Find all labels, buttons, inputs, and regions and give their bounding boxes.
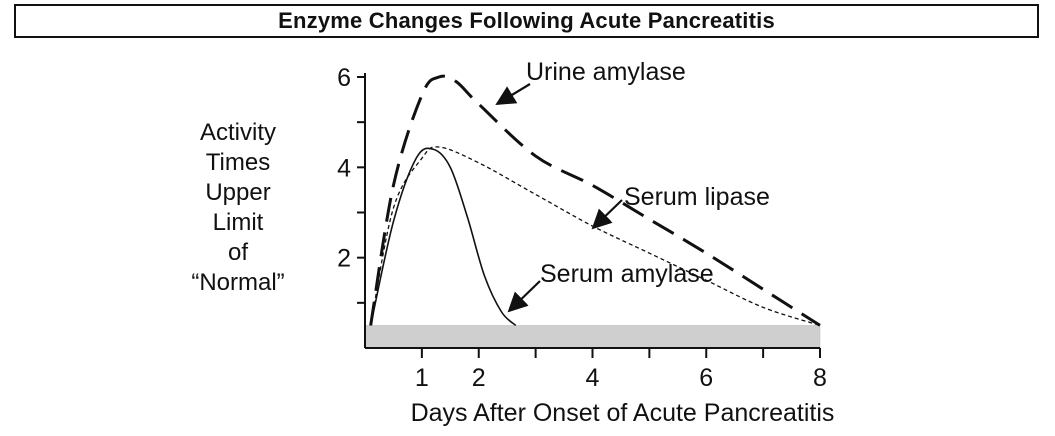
x-tick-label: 1	[415, 364, 429, 392]
annotation-label: Urine amylase	[526, 58, 686, 86]
y-ticks: 2 4 6	[337, 64, 365, 304]
series-line-serum-lipase	[370, 146, 821, 327]
y-tick-label: 2	[337, 245, 351, 273]
annotation-arrow	[507, 280, 541, 313]
x-tick-label: 8	[813, 364, 827, 392]
y-tick-label: 6	[337, 64, 351, 92]
annotation-label: Serum lipase	[624, 183, 770, 211]
x-ticks: 1 2 4 6 8	[415, 348, 827, 392]
x-tick-label: 6	[699, 364, 713, 392]
normal-range-band	[364, 325, 821, 349]
x-tick-label: 4	[586, 364, 600, 392]
annotation-label: Serum amylase	[540, 260, 714, 288]
y-axis-label: Activity Times Upper Limit of “Normal”	[191, 119, 285, 296]
y-tick-label: 4	[337, 154, 351, 182]
annotation-arrow	[591, 199, 623, 230]
chart-title: Enzyme Changes Following Acute Pancreati…	[14, 4, 1039, 38]
x-axis-label: Days After Onset of Acute Pancreatitis	[411, 399, 835, 427]
annotations: Urine amylase Serum lipase Serum amylase	[495, 58, 770, 313]
x-tick-label: 2	[472, 364, 486, 392]
series-line-serum-amylase	[369, 147, 517, 327]
series-lines	[369, 74, 821, 327]
annotation-arrow	[495, 83, 531, 106]
